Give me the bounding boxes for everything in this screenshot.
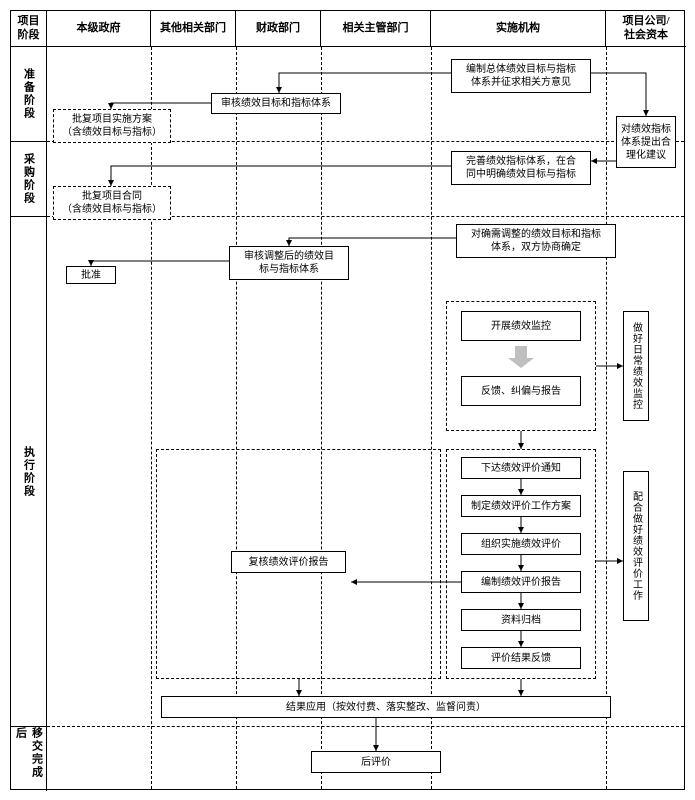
node-mon1: 开展绩效监控 [461,311,581,341]
node-result: 结果应用（按效付费、落实整改、监督问责） [161,696,611,718]
node-ev1: 下达绩效评价通知 [461,457,581,479]
node-post: 后评价 [311,751,441,773]
node-mon2: 反馈、纠偏与报告 [461,376,581,406]
node-ev3: 组织实施绩效评价 [461,533,581,555]
col-header-company: 项目公司/ 社会资本 [606,11,686,47]
node-ev5: 资料归档 [461,609,581,631]
node-advice: 对绩效指标 体系提出合 理化建议 [616,116,676,168]
node-ev6: 评价结果反馈 [461,647,581,669]
row-header-exec: 执行阶段 [11,216,47,726]
col-header-auth: 相关主管部门 [321,11,431,47]
col-header-other: 其他相关部门 [151,11,236,47]
col-header-finance: 财政部门 [236,11,321,47]
col-header-gov: 本级政府 [47,11,151,47]
node-prep-impl: 编制总体绩效目标与指标 体系并征求相关方意见 [451,59,591,93]
row-header-post: 移交完成后 [11,726,47,791]
node-exec-fin: 审核调整后的绩效目 标与指标体系 [229,246,349,280]
node-exec-approve: 批准 [66,266,116,284]
big-arrow-mon [508,346,534,368]
node-proc-impl: 完善绩效指标体系，在合 同中明确绩效目标与指标 [451,151,591,185]
node-ev2: 制定绩效评价工作方案 [461,495,581,517]
node-mon-side: 做好日常绩效监控 [623,311,649,421]
row-header-prep: 准备阶段 [11,47,47,141]
node-prep-fin: 审核绩效目标和指标体系 [211,93,341,114]
node-proc-gov: 批复项目合同 （含绩效目标与指标） [53,186,171,220]
node-ev-side: 配合做好绩效评价工作 [623,471,649,621]
col-header-impl: 实施机构 [431,11,606,47]
node-review: 复核绩效评价报告 [231,551,346,573]
node-exec-adj: 对确需调整的绩效目标和指标 体系，双方协商确定 [456,224,616,258]
swimlane-diagram: 项目 阶段 本级政府 其他相关部门 财政部门 相关主管部门 实施机构 项目公司/… [10,10,685,790]
node-prep-gov: 批复项目实施方案 （含绩效目标与指标） [53,109,171,143]
node-ev4: 编制绩效评价报告 [461,571,581,593]
row-header-proc: 采购阶段 [11,141,47,216]
group-evaluation [446,449,596,679]
col-header-stage: 项目 阶段 [11,11,47,47]
